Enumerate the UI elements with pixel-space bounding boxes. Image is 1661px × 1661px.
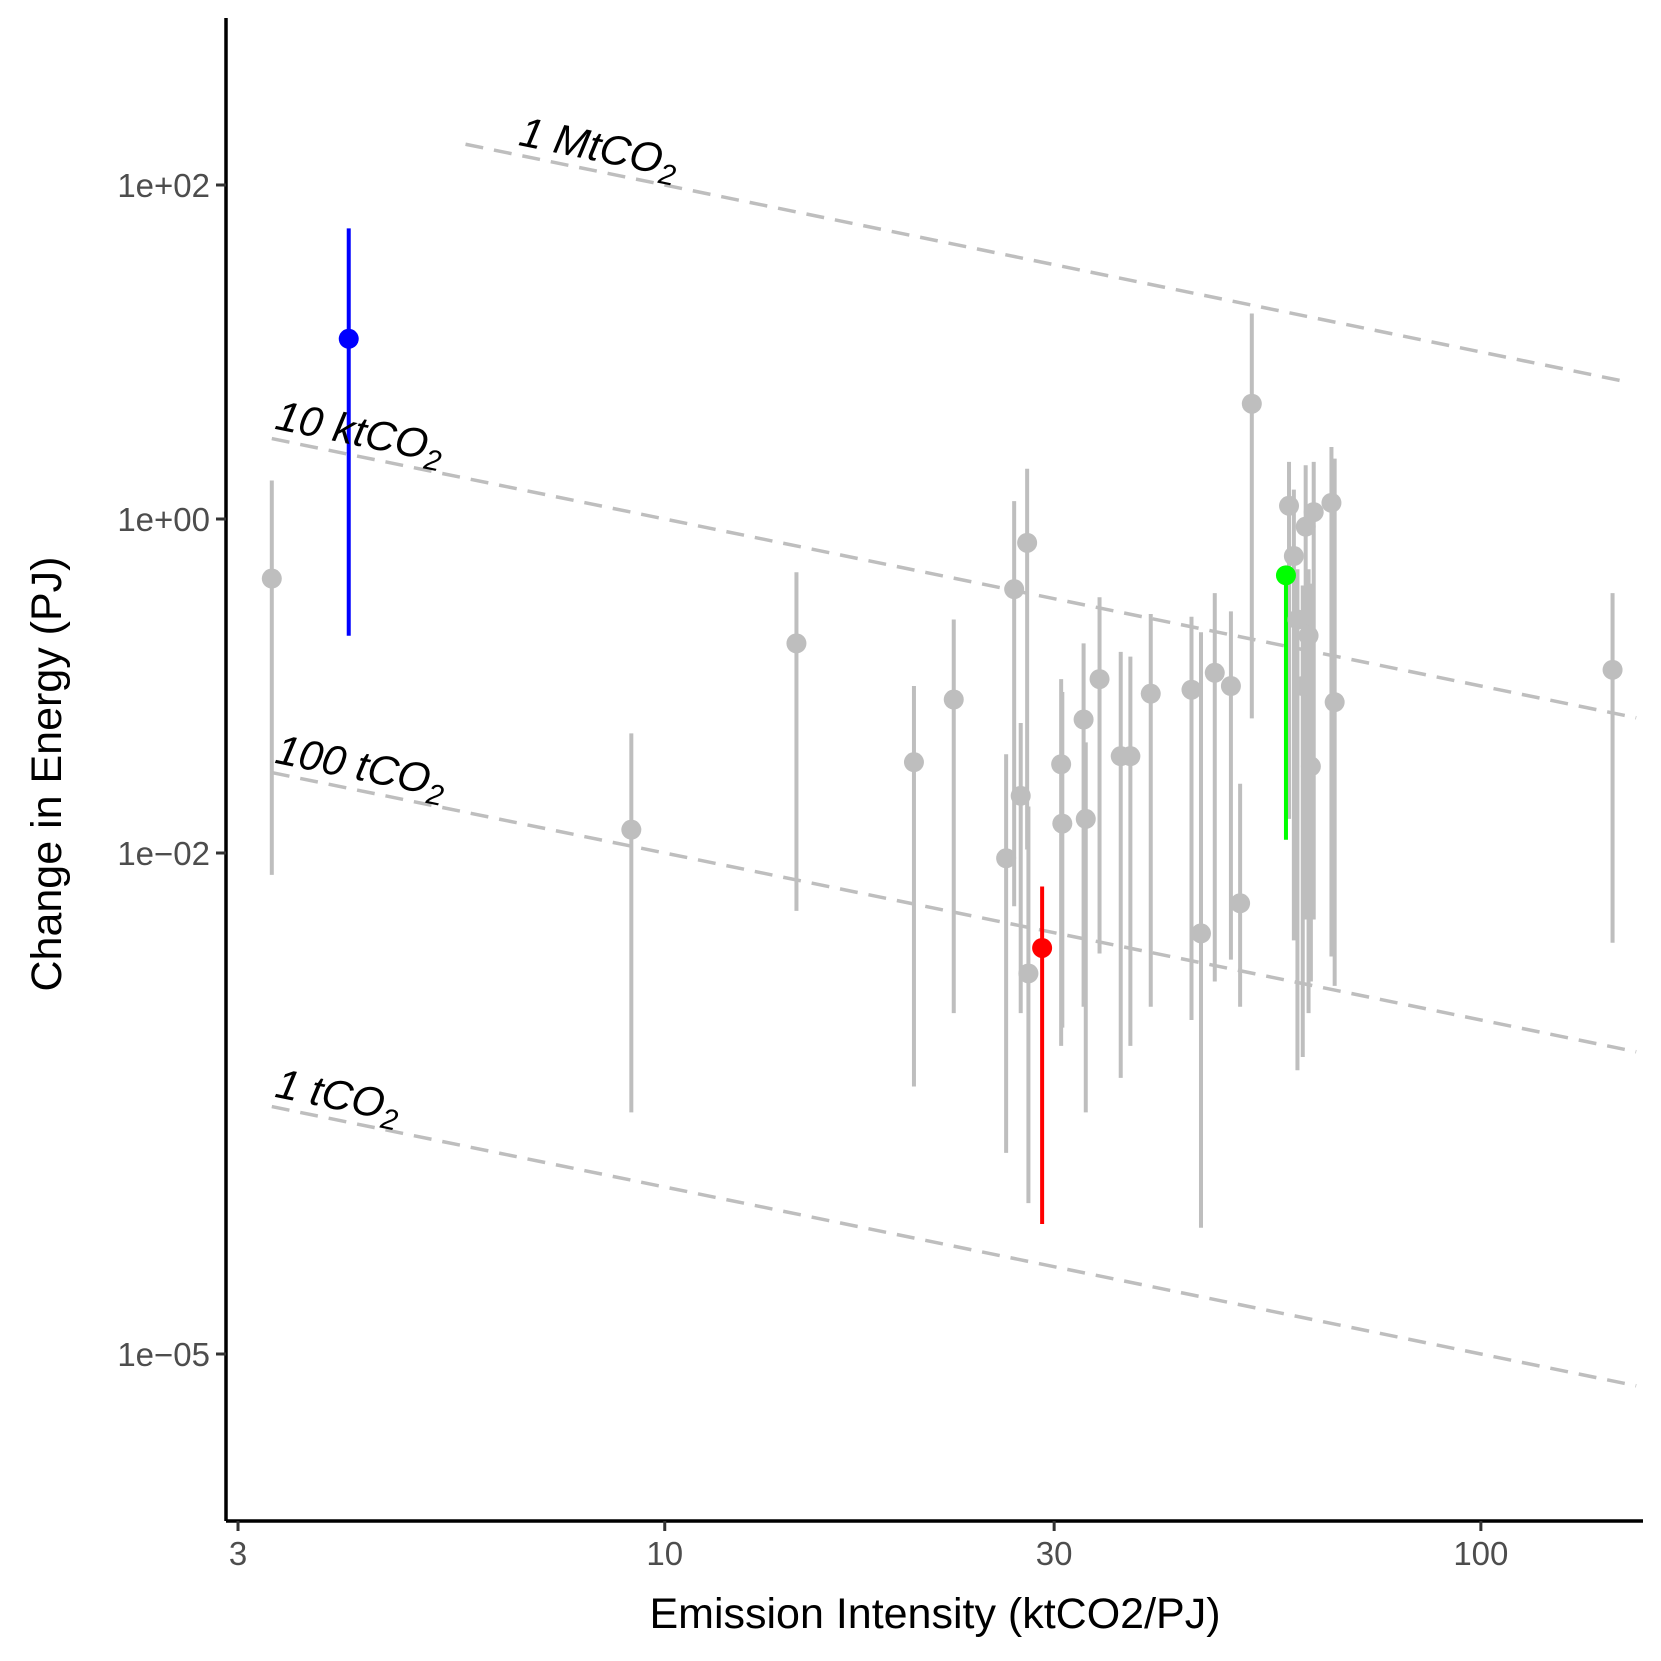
data-point-29: [1287, 609, 1308, 630]
y-tick-label-3: 1e−05: [117, 1336, 210, 1373]
data-point-15: [1075, 808, 1096, 829]
data-point-20: [1181, 679, 1202, 700]
data-points: [261, 328, 1623, 984]
data-point-27: [1279, 495, 1300, 516]
data-point-35: [1321, 492, 1342, 513]
error-bars: [269, 228, 1615, 1228]
data-point-9: [1017, 532, 1038, 553]
reference-label-2: 100 tCO2: [271, 725, 451, 812]
axes: 3 10 30 100 1e+02 1e+00 1e−02 1e−05: [117, 18, 1643, 1572]
reference-label-3: 1 tCO2: [271, 1059, 405, 1137]
data-point-36: [1324, 692, 1345, 713]
data-point-23: [1220, 676, 1241, 696]
data-point-1: [338, 328, 359, 349]
data-point-24: [1230, 893, 1251, 914]
reference-line-0: [465, 142, 1630, 385]
data-point-22: [1204, 662, 1225, 683]
data-point-14: [1073, 709, 1094, 730]
data-point-12: [1051, 754, 1072, 775]
reference-line-1: [271, 436, 1637, 720]
x-axis-title: Emission Intensity (ktCO2/PJ): [649, 1590, 1220, 1638]
data-point-13: [1052, 813, 1073, 834]
data-point-16: [1089, 669, 1110, 690]
x-tick-label-2: 30: [1036, 1535, 1073, 1572]
data-point-37: [1602, 659, 1623, 680]
x-tick-label-0: 3: [229, 1535, 247, 1572]
reference-labels: 1 MtCO2 10 ktCO2 100 tCO2 1 tCO2: [271, 108, 682, 1138]
x-tick-label-3: 100: [1453, 1535, 1508, 1572]
data-point-6: [996, 848, 1017, 869]
data-point-3: [786, 633, 807, 654]
data-point-34: [1303, 502, 1324, 523]
data-point-18: [1120, 746, 1141, 767]
data-point-30: [1292, 676, 1313, 696]
reference-label-0: 1 MtCO2: [514, 108, 682, 193]
reference-line-3: [271, 1104, 1637, 1388]
data-point-21: [1190, 923, 1211, 944]
reference-label-1: 10 ktCO2: [271, 391, 449, 478]
data-point-5: [943, 689, 964, 710]
data-point-19: [1140, 683, 1161, 704]
data-point-10: [1018, 963, 1039, 984]
data-point-4: [903, 752, 924, 773]
data-point-8: [1010, 785, 1031, 806]
y-tick-label-1: 1e+00: [117, 501, 210, 538]
y-tick-label-2: 1e−02: [117, 835, 210, 872]
data-point-32: [1298, 625, 1319, 646]
data-point-7: [1004, 579, 1025, 600]
data-point-0: [261, 568, 282, 589]
data-point-33: [1300, 756, 1321, 777]
data-point-11: [1032, 937, 1053, 958]
data-point-26: [1275, 565, 1296, 586]
x-tick-label-1: 10: [646, 1535, 683, 1572]
data-point-2: [621, 819, 642, 840]
data-point-25: [1241, 393, 1262, 414]
data-point-28: [1283, 546, 1304, 567]
data-point-31: [1295, 516, 1316, 537]
y-tick-label-0: 1e+02: [117, 167, 210, 204]
y-axis-title: Change in Energy (PJ): [23, 557, 71, 992]
